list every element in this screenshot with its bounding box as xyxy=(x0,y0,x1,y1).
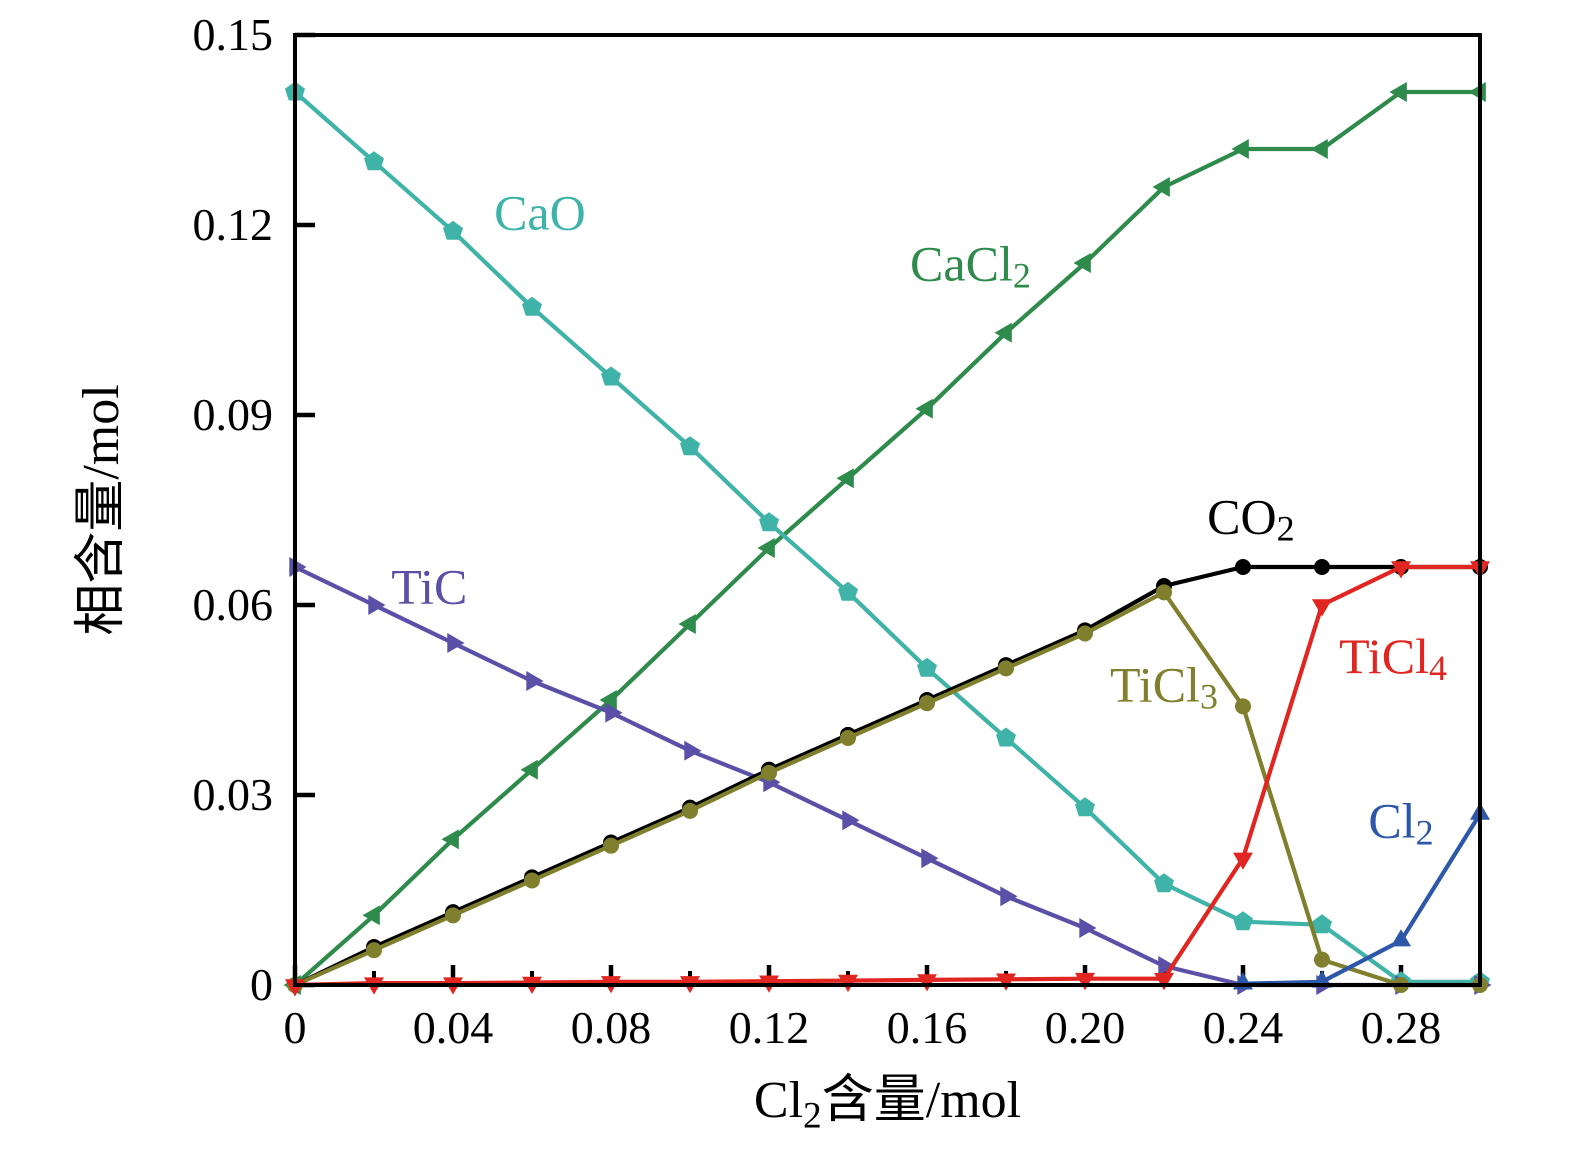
series-marker-CaO xyxy=(522,296,542,316)
series-marker-TiC xyxy=(447,633,465,653)
x-tick-label: 0.28 xyxy=(1361,1002,1442,1053)
series-marker-CaCl2 xyxy=(678,614,696,634)
series-marker-TiCl3 xyxy=(445,907,461,924)
series-label-TiCl3: TiCl3 xyxy=(1110,657,1218,717)
series-marker-TiCl4 xyxy=(917,974,937,992)
series-label-CaO: CaO xyxy=(494,185,586,241)
series-marker-TiCl4 xyxy=(1391,561,1411,579)
series-marker-CaO xyxy=(680,436,700,456)
series-marker-TiC xyxy=(684,740,702,761)
x-tick-label: 0.24 xyxy=(1203,1002,1284,1053)
series-marker-CaO xyxy=(1154,873,1174,893)
x-tick-label: 0.16 xyxy=(887,1002,968,1053)
x-tick-label: 0 xyxy=(284,1002,307,1053)
series-marker-CaCl2 xyxy=(599,690,617,710)
series-marker-CaCl2 xyxy=(1073,253,1091,273)
series-marker-TiC xyxy=(526,671,544,691)
series-marker-CaO xyxy=(917,657,937,677)
series-marker-TiCl4 xyxy=(996,973,1016,991)
plot-frame xyxy=(293,33,1482,987)
series-marker-TiCl4 xyxy=(1312,599,1332,617)
series-marker-CO2 xyxy=(1314,559,1330,575)
series-marker-CaCl2 xyxy=(994,322,1012,343)
series-marker-TiCl3 xyxy=(998,660,1014,677)
x-tick-label: 0.08 xyxy=(571,1002,652,1053)
y-tick-label: 0.03 xyxy=(193,769,274,820)
series-marker-CaCl2 xyxy=(1310,139,1328,159)
series-marker-TiCl3 xyxy=(919,695,935,712)
series-marker-CaCl2 xyxy=(1231,139,1249,159)
series-marker-CaCl2 xyxy=(1152,177,1170,197)
series-marker-CaO xyxy=(996,727,1016,747)
series-marker-TiC xyxy=(1079,918,1097,938)
series-marker-CaCl2 xyxy=(1389,82,1407,102)
series-line-CaO xyxy=(292,89,1483,984)
series-marker-TiCl3 xyxy=(1156,584,1172,601)
series-marker-CaCl2 xyxy=(757,538,775,558)
series-marker-TiCl3 xyxy=(1235,698,1251,715)
series-line-CaCl2 xyxy=(292,89,1483,988)
series-marker-TiC xyxy=(1000,886,1018,907)
series-label-CO2: CO2 xyxy=(1207,489,1294,549)
series-line-TiCl3 xyxy=(292,590,1483,988)
series-label-TiCl4: TiCl4 xyxy=(1339,628,1447,688)
series-marker-TiCl4 xyxy=(1233,852,1253,870)
x-tick-label: 0.12 xyxy=(729,1002,810,1053)
x-tick-label: 0.20 xyxy=(1045,1002,1126,1053)
y-tick-label: 0.15 xyxy=(193,9,274,60)
series-marker-CaO xyxy=(601,366,621,386)
series-marker-TiCl3 xyxy=(1314,951,1330,968)
x-axis-label: Cl2含量/mol xyxy=(754,1072,1021,1136)
x-tick-label: 0.04 xyxy=(413,1002,494,1053)
y-tick-label: 0.12 xyxy=(193,199,274,250)
series-marker-TiC xyxy=(921,848,939,869)
y-tick-label: 0 xyxy=(250,959,273,1010)
series-marker-CaCl2 xyxy=(1468,82,1486,102)
series-marker-CaO xyxy=(759,512,779,532)
series-marker-TiC xyxy=(1158,956,1176,976)
series-marker-CaCl2 xyxy=(441,829,459,850)
series-marker-TiCl3 xyxy=(524,872,540,889)
series-line-Cl2 xyxy=(1240,811,1483,986)
y-tick-label: 0.06 xyxy=(193,579,274,630)
series-marker-Cl2 xyxy=(1391,929,1411,947)
series-label-CaCl2: CaCl2 xyxy=(910,236,1031,296)
series-label-TiC: TiC xyxy=(391,559,467,615)
y-tick-label: 0.09 xyxy=(193,389,274,440)
series-marker-TiCl3 xyxy=(840,730,856,746)
series-marker-TiCl3 xyxy=(1077,625,1093,642)
series-marker-CaO xyxy=(1233,911,1253,931)
series-marker-CaO xyxy=(838,581,858,601)
series-marker-TiC xyxy=(368,595,386,615)
y-axis-label: 相含量/mol xyxy=(73,384,130,635)
series-marker-CaCl2 xyxy=(836,468,854,489)
series-line-TiCl4 xyxy=(292,564,1483,988)
series-marker-CaCl2 xyxy=(915,398,933,419)
series-marker-CaO xyxy=(443,220,463,240)
series-marker-TiC xyxy=(842,810,860,831)
series-marker-TiCl4 xyxy=(1075,972,1095,991)
series-marker-TiCl3 xyxy=(603,837,619,854)
series-marker-TiC xyxy=(289,557,307,577)
series-marker-TiCl3 xyxy=(682,802,698,819)
series-marker-TiC xyxy=(605,702,623,723)
series-label-Cl2: Cl2 xyxy=(1368,793,1433,853)
series-marker-CaO xyxy=(364,151,384,171)
series-line-CO2 xyxy=(292,564,1483,988)
series-marker-CaCl2 xyxy=(520,759,538,780)
series-marker-CaO xyxy=(1312,914,1332,934)
series-marker-CaO xyxy=(1075,797,1095,817)
series-marker-TiCl3 xyxy=(761,764,777,781)
series-marker-TiCl4 xyxy=(1154,972,1174,991)
series-marker-TiCl3 xyxy=(366,942,382,959)
series-marker-CO2 xyxy=(1235,559,1251,575)
series-marker-CaCl2 xyxy=(362,905,380,926)
